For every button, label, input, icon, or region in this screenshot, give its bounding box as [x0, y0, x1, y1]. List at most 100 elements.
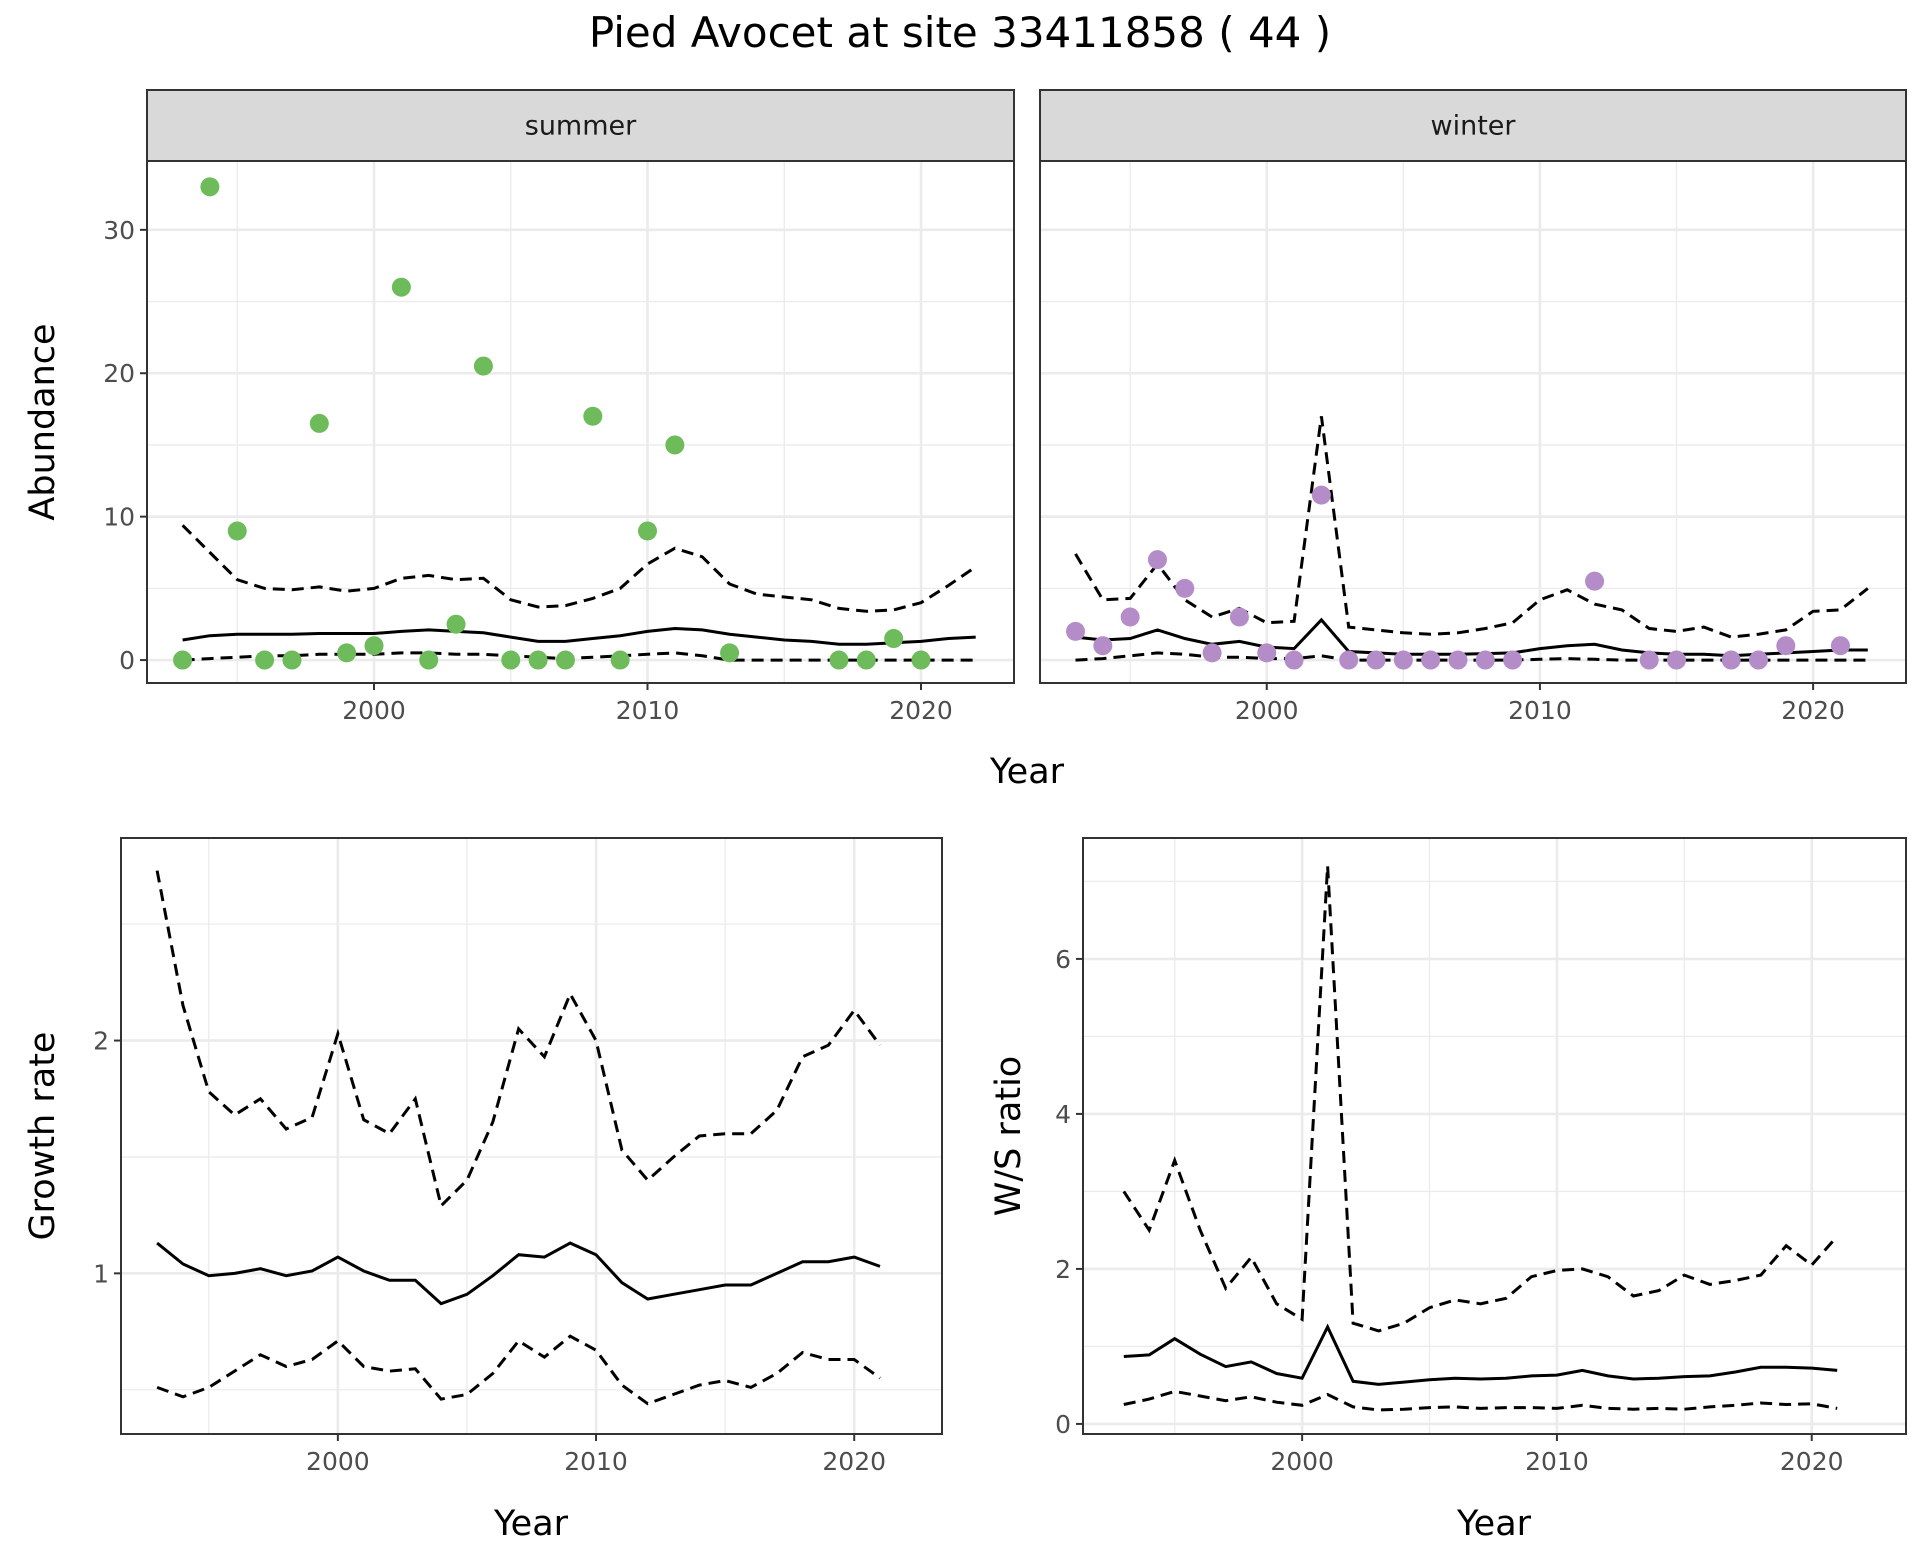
data-point: [1393, 650, 1413, 670]
x-tick-label: 2000: [342, 696, 406, 725]
panel-winter: winter 2000 2010 2020: [1039, 89, 1907, 725]
data-point: [1639, 650, 1659, 670]
data-point: [419, 650, 439, 670]
mean-line: [156, 1241, 881, 1306]
x-axis-title: Year: [1456, 1504, 1532, 1544]
x-tick-label: 2000: [1235, 696, 1299, 725]
panel-border: [1039, 160, 1907, 684]
data-point: [610, 650, 630, 670]
x-tick-label: 2000: [1270, 1447, 1334, 1476]
panel-panel3: 2000 2010 2020 0 2 4 6: [1055, 837, 1907, 1476]
data-point: [1475, 650, 1495, 670]
y-tick-label: 0: [1055, 1410, 1071, 1439]
facet-strip: [146, 89, 1015, 162]
data-point: [1448, 650, 1468, 670]
data-point: [638, 521, 658, 541]
facet-label: summer: [525, 111, 637, 142]
data-point: [1585, 571, 1605, 591]
y-tick-label: 10: [103, 503, 135, 532]
y-tick-label: 2: [93, 1027, 109, 1056]
data-point: [282, 650, 302, 670]
data-point: [528, 650, 548, 670]
facet-label: winter: [1431, 111, 1517, 142]
data-point: [1339, 650, 1359, 670]
data-point: [364, 636, 384, 656]
data-point: [1202, 643, 1222, 663]
data-point: [473, 356, 493, 376]
y-tick-label: 0: [119, 646, 135, 675]
data-point: [173, 650, 193, 670]
data-point: [200, 177, 220, 197]
panel-panel2: 2000 2010 2020 1 2: [93, 837, 943, 1476]
data-point: [555, 650, 575, 670]
x-tick-label: 2020: [822, 1447, 886, 1476]
y-axis-title: Growth rate: [23, 1032, 63, 1241]
data-point: [1175, 578, 1195, 598]
x-tick-label: 2020: [1780, 1447, 1844, 1476]
y-axis-title: W/S ratio: [989, 1056, 1029, 1216]
x-axis-title: Year: [493, 1504, 569, 1544]
mean-line: [1075, 617, 1868, 658]
y-tick-label: 30: [103, 216, 135, 245]
y-tick-label: 20: [103, 359, 135, 388]
x-tick-label: 2000: [306, 1447, 370, 1476]
data-point: [391, 277, 411, 297]
mean-line: [182, 626, 976, 646]
data-point: [1066, 621, 1086, 641]
y-axis-title: Abundance: [23, 323, 63, 520]
y-tick-label: 6: [1055, 945, 1071, 974]
panel-border: [120, 837, 943, 1435]
data-point: [1120, 607, 1140, 627]
data-point: [583, 406, 603, 426]
data-point: [1421, 650, 1441, 670]
data-point: [309, 413, 329, 433]
data-point: [1776, 636, 1796, 656]
x-axis-title: Year: [989, 752, 1065, 792]
data-point: [1311, 485, 1331, 505]
x-tick-label: 2010: [1525, 1447, 1589, 1476]
panel-border: [1082, 837, 1907, 1435]
x-tick-label: 2020: [1781, 696, 1845, 725]
x-tick-label: 2010: [616, 696, 680, 725]
data-point: [1093, 636, 1113, 656]
data-point: [911, 650, 931, 670]
lower-bound-line: [1123, 1389, 1838, 1412]
upper-bound-line: [1122, 865, 1839, 1333]
data-point: [1147, 550, 1167, 570]
data-point: [1257, 643, 1277, 663]
x-tick-label: 2010: [1508, 696, 1572, 725]
chart-title: Pied Avocet at site 33411858 ( 44 ): [588, 8, 1332, 57]
data-point: [1830, 636, 1850, 656]
data-point: [1667, 650, 1687, 670]
x-tick-label: 2010: [564, 1447, 628, 1476]
y-tick-label: 2: [1055, 1255, 1071, 1284]
data-point: [1366, 650, 1386, 670]
mean-line: [1123, 1323, 1838, 1386]
data-point: [501, 650, 521, 670]
panel-summer: summer 2000 2010 2020 0 10 20 30: [103, 89, 1015, 725]
data-point: [337, 643, 357, 663]
data-point: [1503, 650, 1523, 670]
upper-bound-line: [155, 870, 882, 1209]
data-point: [1748, 650, 1768, 670]
y-tick-label: 1: [93, 1259, 109, 1288]
lower-bound-line: [156, 1334, 881, 1406]
data-point: [856, 650, 876, 670]
x-tick-label: 2020: [889, 696, 953, 725]
data-point: [720, 643, 740, 663]
data-point: [1284, 650, 1304, 670]
data-point: [255, 650, 275, 670]
data-point: [227, 521, 247, 541]
data-point: [829, 650, 849, 670]
facet-strip: [1039, 89, 1907, 162]
panel-border: [146, 160, 1015, 684]
y-tick-label: 4: [1055, 1100, 1071, 1129]
data-point: [884, 629, 904, 649]
data-point: [1229, 607, 1249, 627]
data-point: [665, 435, 685, 455]
data-point: [446, 614, 466, 634]
data-point: [1721, 650, 1741, 670]
upper-bound-line: [1074, 416, 1869, 639]
upper-bound-line: [181, 524, 977, 613]
